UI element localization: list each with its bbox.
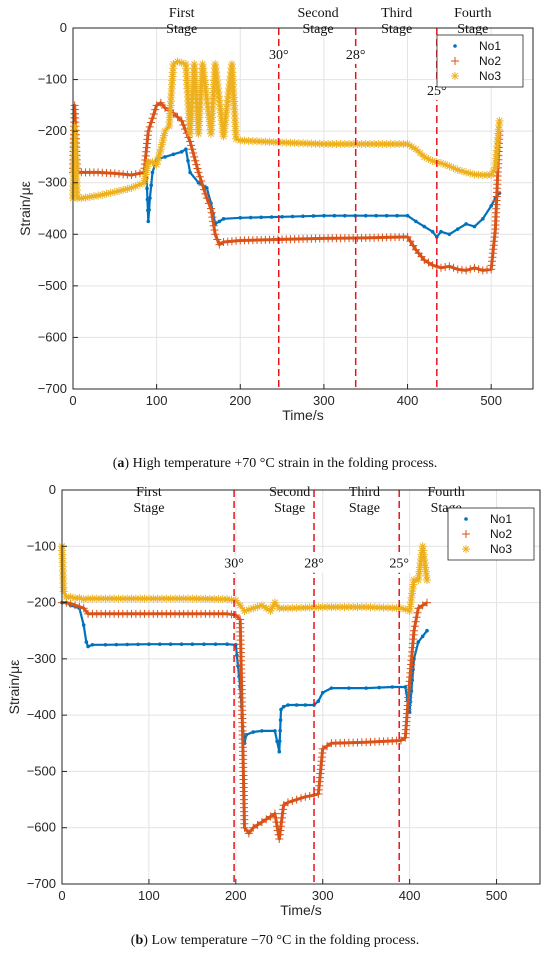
series-No3 <box>58 542 432 616</box>
x-tick-label: 300 <box>313 393 335 408</box>
y-tick-label: −100 <box>27 538 56 553</box>
stage-label: Second <box>297 6 338 21</box>
stage-label: Stage <box>166 22 197 37</box>
angle-label: 30° <box>224 557 244 572</box>
stage-label: Stage <box>274 501 305 516</box>
stage-label: Fourth <box>454 6 491 21</box>
x-tick-label: 400 <box>397 393 419 408</box>
y-axis-label: Strain/με <box>17 181 33 236</box>
chart-low-temperature: 30° 28° 25° 0 100 200 300 400 500 0 −100 −200 −300 −4… <box>6 482 541 918</box>
x-tick-label: 0 <box>58 888 65 903</box>
series-No2 <box>58 598 432 843</box>
y-tick-label: −700 <box>38 381 67 396</box>
y-tick-label: −600 <box>38 329 67 344</box>
y-tick-label: −700 <box>27 876 56 891</box>
y-tick-label: −500 <box>27 763 56 778</box>
x-axis-label: Time/s <box>282 407 323 423</box>
y-tick-label: −200 <box>27 595 56 610</box>
y-tick-label: −300 <box>27 651 56 666</box>
angle-label: 25° <box>389 557 409 572</box>
stage-label: First <box>136 485 162 500</box>
stage-label: Stage <box>349 501 380 516</box>
stage-label: Third <box>381 6 412 21</box>
stage-label: First <box>169 6 195 21</box>
legend-entry: No1 <box>479 39 501 53</box>
stage-label: Stage <box>457 22 488 37</box>
x-tick-label: 400 <box>399 888 421 903</box>
y-tick-label: 0 <box>49 482 56 497</box>
series-No3 <box>69 57 504 203</box>
x-tick-label: 500 <box>480 393 502 408</box>
x-tick-label: 100 <box>138 888 160 903</box>
y-tick-label: −600 <box>27 820 56 835</box>
stage-label: Fourth <box>427 485 464 500</box>
y-tick-label: −500 <box>38 278 67 293</box>
y-tick-label: −100 <box>38 72 67 87</box>
axes-box <box>61 489 541 885</box>
y-tick-label: −400 <box>38 226 67 241</box>
y-tick-label: 0 <box>60 20 67 35</box>
stage-label: Stage <box>133 501 164 516</box>
angle-label: 28° <box>304 557 324 572</box>
legend-entry: No2 <box>490 527 512 541</box>
stage-label: Stage <box>302 22 333 37</box>
x-tick-label: 500 <box>486 888 508 903</box>
legend-entry: No3 <box>479 69 501 83</box>
angle-label: 25° <box>427 84 447 99</box>
angle-label: 28° <box>346 48 366 63</box>
y-tick-label: −200 <box>38 123 67 138</box>
x-tick-label: 100 <box>146 393 168 408</box>
angle-label-bg <box>302 555 326 573</box>
legend-entry: No2 <box>479 54 501 68</box>
caption-a: (a) High temperature +70 °C strain in th… <box>112 456 438 471</box>
x-tick-label: 200 <box>225 888 247 903</box>
y-tick-label: −300 <box>38 175 67 190</box>
x-tick-label: 200 <box>229 393 251 408</box>
legend-entry: No1 <box>490 512 512 526</box>
angle-label-bg <box>387 555 412 573</box>
stage-label: Stage <box>381 22 412 37</box>
y-tick-label: −400 <box>27 707 56 722</box>
stage-label: Second <box>269 485 310 500</box>
x-tick-label: 300 <box>312 888 334 903</box>
chart-high-temperature: 30° 28° 25° 0 100 200 300 400 500 0 −100 −200 −300 −4… <box>17 6 534 423</box>
x-tick-label: 0 <box>69 393 76 408</box>
legend-entry: No3 <box>490 542 512 556</box>
caption-b: (b) Low temperature −70 °C in the foldin… <box>130 933 420 948</box>
x-axis-label: Time/s <box>280 902 321 918</box>
angle-label: 30° <box>269 48 289 63</box>
angle-label-bg <box>222 555 246 573</box>
stage-label: Third <box>349 485 380 500</box>
y-axis-label: Strain/με <box>6 660 22 715</box>
angle-label-bg <box>266 46 291 64</box>
axes-box <box>72 27 534 390</box>
series-No2 <box>69 98 504 275</box>
angle-label-bg <box>343 46 368 64</box>
